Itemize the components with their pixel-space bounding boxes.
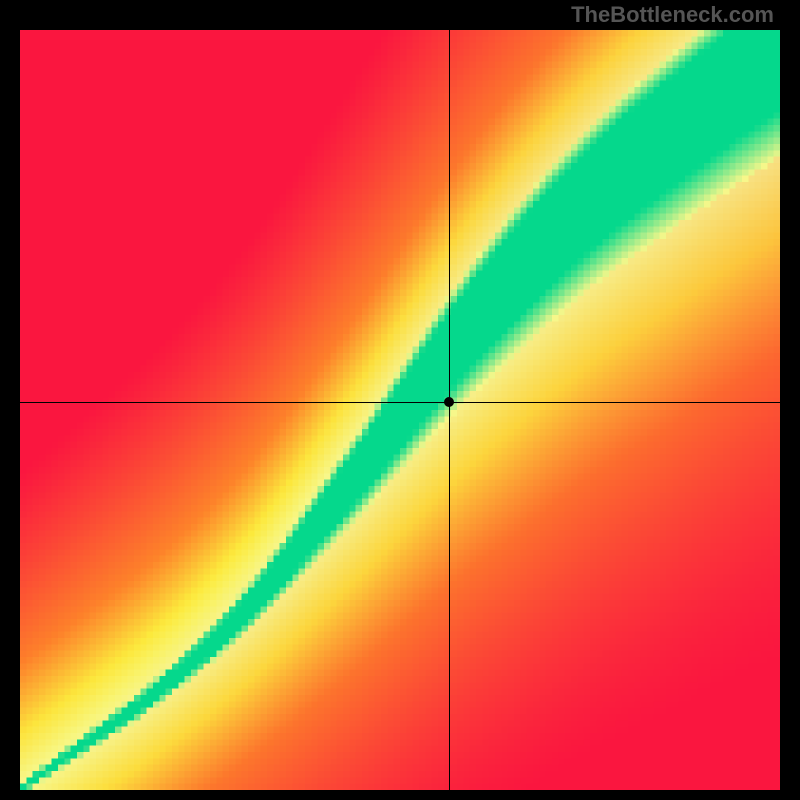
chart-container: { "watermark": { "text": "TheBottleneck.…	[0, 0, 800, 800]
watermark-text: TheBottleneck.com	[571, 2, 774, 28]
crosshair-horizontal	[20, 402, 780, 403]
heatmap-canvas	[20, 30, 780, 790]
crosshair-marker	[444, 397, 454, 407]
crosshair-vertical	[449, 30, 450, 790]
plot-area	[20, 30, 780, 790]
